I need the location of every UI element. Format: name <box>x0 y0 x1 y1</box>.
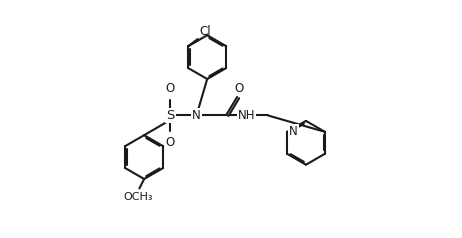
Text: Cl: Cl <box>199 25 211 38</box>
Text: NH: NH <box>238 109 255 122</box>
Text: OCH₃: OCH₃ <box>123 192 153 202</box>
Text: S: S <box>166 109 175 122</box>
Text: N: N <box>289 125 298 138</box>
Text: O: O <box>166 136 175 149</box>
Text: N: N <box>192 109 201 122</box>
Text: O: O <box>166 82 175 95</box>
Text: O: O <box>234 82 243 95</box>
